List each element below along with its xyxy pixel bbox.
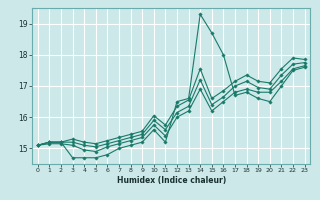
X-axis label: Humidex (Indice chaleur): Humidex (Indice chaleur) xyxy=(116,176,226,185)
